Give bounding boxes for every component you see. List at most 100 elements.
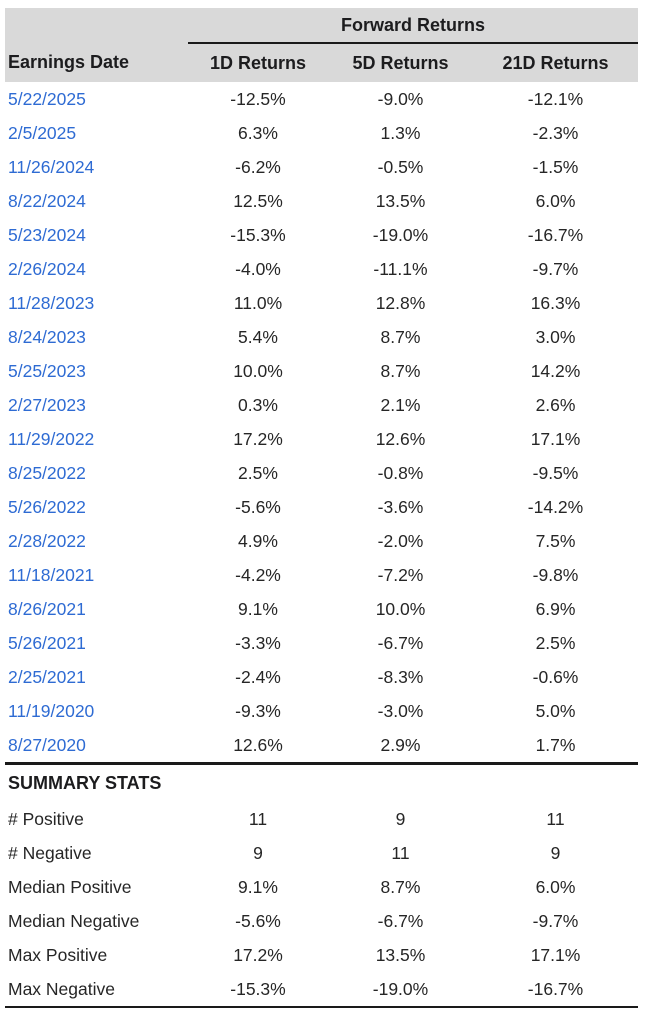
return-value-1d: 0.3% [238,394,278,415]
return-value-5d: -7.2% [377,564,424,585]
table-row: 2/27/2023 0.3% 2.1% 2.6% [5,388,638,422]
table-row: 11/29/2022 17.2% 12.6% 17.1% [5,422,638,456]
summary-row: Max Positive 17.2% 13.5% 17.1% [5,938,638,972]
earnings-date-link[interactable]: 5/26/2022 [8,496,86,517]
summary-stat-value-21d: -16.7% [473,972,639,1008]
summary-stat-value-1d: 9 [253,842,263,863]
earnings-date-link[interactable]: 11/18/2021 [8,564,95,585]
column-header-row: Earnings Date 1D Returns 5D Returns 21D … [5,43,639,82]
earnings-date-link[interactable]: 2/27/2023 [8,394,86,415]
earnings-date-link[interactable]: 8/26/2021 [8,598,86,619]
return-value-21d: 5.0% [535,700,576,721]
earnings-date-link[interactable]: 8/22/2024 [8,190,86,211]
summary-stat-value-21d: 17.1% [530,944,581,965]
summary-stat-value-5d: -6.7% [377,910,424,931]
earnings-date-link[interactable]: 2/25/2021 [8,666,86,687]
earnings-date-link[interactable]: 2/26/2024 [8,258,86,279]
forward-returns-group-header: Forward Returns [188,8,639,44]
return-value-5d: -19.0% [372,224,429,245]
return-value-1d: -4.0% [235,258,281,279]
return-value-21d: -16.7% [527,224,584,245]
summary-stat-label: Max Negative [5,972,188,1008]
return-value-1d: 11.0% [233,292,283,313]
summary-stat-value-21d: 11 [546,808,565,829]
return-value-21d: 6.0% [535,190,576,211]
return-value-21d: 16.3% [530,292,581,313]
table-row: 5/23/2024 -15.3% -19.0% -16.7% [5,218,638,252]
earnings-date-link[interactable]: 11/19/2020 [8,700,95,721]
earnings-date-link[interactable]: 5/26/2021 [8,632,86,653]
group-header-row: Forward Returns [5,8,639,44]
summary-row: # Positive 11 9 11 [5,802,638,836]
table-row: 2/28/2022 4.9% -2.0% 7.5% [5,524,638,558]
return-value-5d: 2.1% [380,394,421,415]
summary-stats-heading: SUMMARY STATS [5,762,639,802]
return-value-21d: -9.7% [532,258,579,279]
return-value-5d: 13.5% [375,190,426,211]
return-value-21d: 2.5% [535,632,576,653]
earnings-date-link[interactable]: 11/29/2022 [8,428,95,449]
summary-stat-label: Median Negative [8,910,140,931]
return-value-21d: 6.9% [535,598,576,619]
return-value-21d: 2.6% [535,394,576,415]
return-value-1d: -3.3% [235,632,281,653]
return-value-5d: 8.7% [380,360,421,381]
return-value-1d: 2.5% [238,462,278,483]
summary-row: Max Negative -15.3% -19.0% -16.7% [5,972,639,1008]
earnings-date-link[interactable]: 5/25/2023 [8,360,86,381]
summary-stat-label: Median Positive [8,876,132,897]
table-row: 11/19/2020 -9.3% -3.0% 5.0% [5,694,638,728]
table-row: 8/27/2020 12.6% 2.9% 1.7% [5,728,638,764]
column-header-21d-returns: 21D Returns [473,43,639,82]
summary-stat-value-5d: 11 [391,842,410,863]
return-value-1d: 9.1% [238,598,278,619]
earnings-date-link[interactable]: 2/28/2022 [8,530,86,551]
return-value-1d: 4.9% [238,530,278,551]
return-value-21d: -12.1% [527,88,584,109]
summary-stat-value-1d: -5.6% [235,910,281,931]
return-value-1d: 12.5% [233,190,283,211]
summary-stat-value-1d: 11 [248,808,268,829]
return-value-5d: 12.8% [375,292,426,313]
earnings-date-link[interactable]: 8/24/2023 [8,326,86,347]
earnings-date-link[interactable]: 8/25/2022 [8,462,86,483]
summary-row: Median Negative -5.6% -6.7% -9.7% [5,904,638,938]
table-row: 2/26/2024 -4.0% -11.1% -9.7% [5,252,638,286]
earnings-date-link[interactable]: 11/26/2024 [8,156,95,177]
summary-stat-value-21d: -9.7% [532,910,579,931]
summary-stat-value-1d: 17.2% [233,944,283,965]
earnings-date-link[interactable]: 11/28/2023 [8,292,95,313]
summary-row: # Negative 9 11 9 [5,836,638,870]
return-value-1d: -4.2% [235,564,281,585]
return-value-1d: -5.6% [235,496,281,517]
summary-stat-value-1d: 9.1% [238,876,278,897]
return-value-5d: -3.6% [377,496,424,517]
earnings-date-link[interactable]: 5/23/2024 [8,224,86,245]
table-header: Forward Returns Earnings Date 1D Returns… [5,8,639,82]
return-value-1d: 6.3% [238,122,278,143]
return-value-5d: -6.7% [377,632,424,653]
return-value-21d: -9.5% [532,462,579,483]
return-value-5d: 12.6% [375,428,426,449]
return-value-5d: 8.7% [380,326,421,347]
earnings-date-link[interactable]: 5/22/2025 [8,88,86,109]
table-row: 11/26/2024 -6.2% -0.5% -1.5% [5,150,638,184]
earnings-date-link[interactable]: 8/27/2020 [8,734,86,755]
earnings-date-link[interactable]: 2/5/2025 [8,122,77,143]
summary-stat-value-21d: 9 [550,842,561,863]
forward-returns-table: Forward Returns Earnings Date 1D Returns… [5,8,639,1008]
return-value-5d: -8.3% [377,666,424,687]
return-value-5d: -2.0% [377,530,424,551]
summary-stat-label: Max Positive [8,944,108,965]
return-value-5d: -0.5% [377,156,424,177]
return-value-1d: -12.5% [230,88,286,109]
summary-stat-value-1d: -15.3% [188,972,328,1008]
return-value-5d: -9.0% [377,88,424,109]
return-value-21d: 17.1% [530,428,581,449]
return-value-21d: -14.2% [527,496,584,517]
column-header-5d-returns: 5D Returns [328,43,473,82]
return-value-21d: -2.3% [532,122,579,143]
return-value-21d: -9.8% [532,564,579,585]
return-value-1d: -6.2% [235,156,281,177]
